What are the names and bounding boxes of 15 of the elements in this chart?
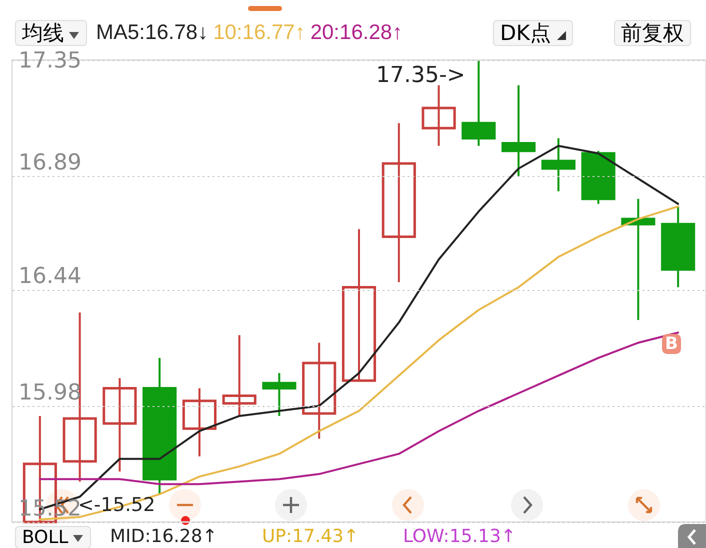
text: 20:16.28↑ bbox=[310, 21, 403, 44]
annotation: B bbox=[665, 334, 678, 354]
text: MID:16.28↑ bbox=[110, 526, 218, 547]
text: 均线 bbox=[22, 21, 64, 45]
annotation: 17.35-> bbox=[376, 63, 466, 88]
text: 前复权 bbox=[621, 21, 684, 45]
text: DK点 bbox=[500, 21, 551, 45]
text: LOW:15.13↑ bbox=[403, 526, 516, 547]
y-tick-label: 16.44 bbox=[18, 264, 82, 290]
text: MA5:16.78↓ bbox=[96, 21, 208, 44]
text: BOLL bbox=[22, 527, 68, 548]
text: UP:17.43↑ bbox=[262, 526, 359, 547]
text: 10:16.77↑ bbox=[213, 21, 306, 44]
y-tick-label: 17.35 bbox=[18, 48, 82, 74]
y-tick-label: 16.89 bbox=[18, 150, 82, 176]
